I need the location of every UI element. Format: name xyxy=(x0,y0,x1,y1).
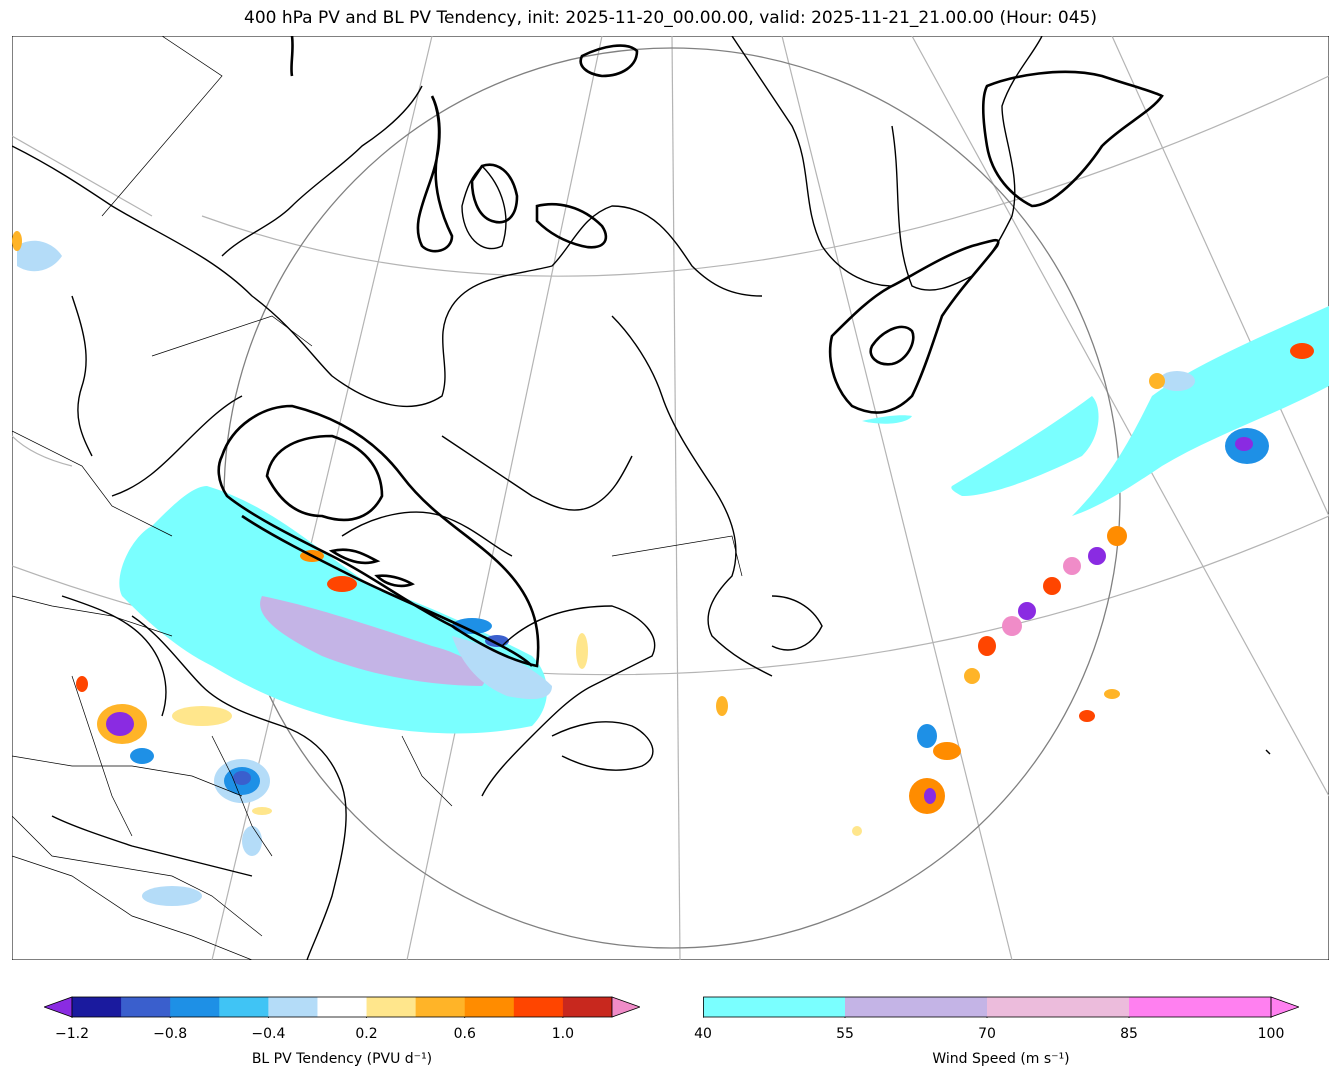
map-svg xyxy=(12,36,1329,960)
colorbar-segment xyxy=(513,997,564,1017)
wind-colorbar xyxy=(703,996,1299,1018)
colorbar-segment xyxy=(703,997,846,1017)
colorbar-tick-label: 40 xyxy=(694,1026,712,1042)
colorbar-segment xyxy=(268,997,318,1017)
colorbar-tick-label: −0.8 xyxy=(153,1026,188,1042)
colorbar-segment xyxy=(1129,997,1272,1017)
map-panel xyxy=(12,36,1329,960)
political-borders xyxy=(12,36,743,960)
pv-tendency-colorbar-label: BL PV Tendency (PVU d⁻¹) xyxy=(251,1051,433,1067)
colorbar-tick-label: 55 xyxy=(836,1026,854,1042)
colorbar-segment xyxy=(121,997,171,1017)
colorbar-segment xyxy=(170,997,220,1017)
colorbar-over-triangle xyxy=(611,996,640,1018)
colorbar-segment xyxy=(72,997,122,1017)
colorbar-tick-label: 1.0 xyxy=(551,1026,575,1042)
plot-title: 400 hPa PV and BL PV Tendency, init: 202… xyxy=(244,8,1097,28)
pv-tendency-shading xyxy=(12,231,1314,906)
pv-contours xyxy=(217,36,1164,668)
colorbar-segment xyxy=(987,997,1130,1017)
colorbar-tick-label: −1.2 xyxy=(55,1026,89,1042)
colorbar-tick-label: 70 xyxy=(978,1026,996,1042)
colorbar-tick-label: 0.2 xyxy=(355,1026,378,1042)
colorbar-segment xyxy=(219,997,269,1017)
colorbar-segment xyxy=(366,997,417,1017)
wind-speed-shading xyxy=(17,240,1329,734)
colorbar-under-triangle xyxy=(44,996,73,1018)
wind-colorbar-label: Wind Speed (m s⁻¹) xyxy=(932,1051,1070,1067)
colorbar-segment xyxy=(415,997,466,1017)
graticule xyxy=(12,36,1329,960)
colorbar-segment xyxy=(464,997,515,1017)
colorbar-tick-label: −0.4 xyxy=(251,1026,286,1042)
colorbar-tick-label: 85 xyxy=(1120,1026,1138,1042)
colorbar-tick-label: 0.6 xyxy=(453,1026,476,1042)
colorbar-tick-label: 100 xyxy=(1257,1026,1285,1042)
colorbar-segment xyxy=(845,997,988,1017)
pv-tendency-colorbar xyxy=(44,996,640,1018)
colorbar-segment xyxy=(317,997,368,1017)
colorbar-segment xyxy=(562,997,613,1017)
colorbar-over-triangle xyxy=(1270,996,1299,1018)
